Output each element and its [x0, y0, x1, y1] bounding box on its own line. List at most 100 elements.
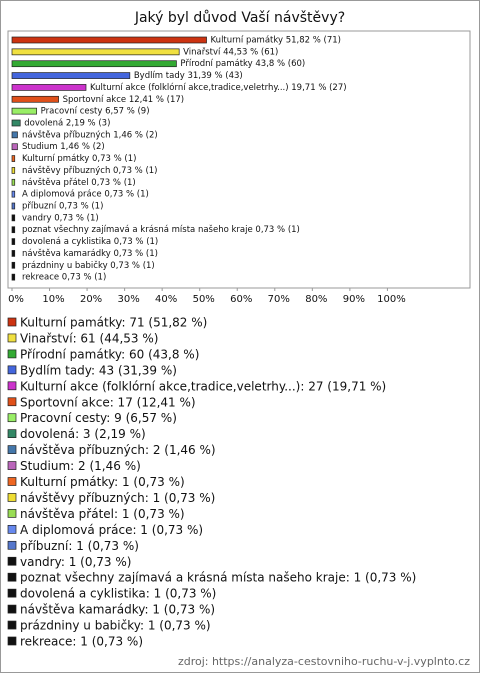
- legend-swatch: [7, 524, 17, 534]
- bar: [11, 178, 16, 186]
- legend-label: Kulturní pmátky: 1 (0,73 %): [20, 475, 185, 489]
- legend-swatch: [7, 588, 17, 598]
- legend-swatch: [7, 365, 17, 375]
- value-label: Bydlím tady 31,39 % (43): [134, 71, 243, 81]
- legend-swatch: [7, 509, 17, 518]
- x-tick-label: 60%: [230, 294, 252, 305]
- bar: [11, 95, 59, 103]
- value-label: Pracovní cesty 6,57 % (9): [41, 107, 150, 117]
- bar: [11, 273, 16, 281]
- legend-label: poznat všechny zajímavá a krásná místa n…: [20, 571, 416, 585]
- legend-swatch: [7, 397, 17, 407]
- legend-swatch: [7, 620, 17, 630]
- legend-label: Kulturní akce (folklórní akce,tradice,ve…: [20, 379, 386, 393]
- bar: [11, 36, 207, 44]
- bar: [11, 119, 21, 127]
- bar: [11, 202, 16, 210]
- bar: [11, 214, 16, 222]
- legend-swatch: [7, 461, 17, 470]
- legend-label: Přírodní památky: 60 (43,8 %): [20, 347, 199, 361]
- bar: [11, 107, 38, 115]
- bar: [11, 72, 131, 79]
- legend-swatch: [7, 636, 17, 646]
- x-tick-label: 10%: [42, 294, 64, 305]
- value-label: vandry 0,73 % (1): [22, 213, 99, 223]
- legend-swatch: [7, 333, 17, 343]
- x-tick-label: 40%: [155, 294, 177, 305]
- bar: [11, 167, 16, 174]
- legend-label: prázdniny u babičky: 1 (0,73 %): [20, 619, 211, 633]
- legend-label: Pracovní cesty: 9 (6,57 %): [20, 411, 177, 425]
- legend-swatch: [7, 493, 17, 502]
- legend-swatch: [7, 604, 17, 614]
- bar: [11, 261, 16, 269]
- legend-label: vandry: 1 (0,73 %): [20, 555, 131, 569]
- value-label: návštěva kamarádky 0,73 % (1): [22, 248, 158, 259]
- legend-label: příbuzní: 1 (0,73 %): [20, 539, 139, 553]
- bar: [11, 238, 16, 245]
- bar: [11, 131, 18, 139]
- legend-label: rekreace: 1 (0,73 %): [20, 635, 143, 649]
- value-label: dovolená 2,19 % (3): [24, 119, 110, 129]
- value-label: příbuzní 0,73 % (1): [22, 202, 103, 212]
- bar: [11, 155, 16, 162]
- legend-label: návštěva příbuzných: 2 (1,46 %): [20, 443, 216, 457]
- value-label: prázdniny u babičky 0,73 % (1): [22, 260, 155, 271]
- bar: [11, 226, 16, 234]
- value-label: Studium 1,46 % (2): [22, 142, 105, 152]
- source: zdroj: https://analyza-cestovniho-ruchu-…: [178, 655, 470, 668]
- legend-swatch: [7, 556, 17, 566]
- bar: [11, 250, 16, 257]
- legend-label: Vinařství: 61 (44,53 %): [20, 331, 158, 345]
- legend-swatch: [7, 429, 17, 438]
- legend-label: Sportovní akce: 17 (12,41 %): [20, 395, 196, 409]
- legend-label: návštěva kamarádky: 1 (0,73 %): [20, 603, 215, 617]
- value-label: Vinařství 44,53 % (61): [183, 47, 278, 57]
- x-tick-label: 80%: [305, 294, 327, 305]
- legend-label: návštěvy příbuzných: 1 (0,73 %): [20, 491, 215, 505]
- x-tick-label: 90%: [343, 294, 365, 305]
- bar: [11, 60, 177, 68]
- legend-label: návštěva přátel: 1 (0,73 %): [20, 507, 185, 521]
- legend-swatch: [7, 445, 17, 454]
- legend-swatch: [7, 317, 17, 327]
- value-label: Přírodní památky 43,8 % (60): [180, 59, 305, 69]
- plot-area: [7, 30, 471, 289]
- x-tick-label: 0%: [8, 294, 24, 305]
- legend-label: Studium: 2 (1,46 %): [20, 459, 141, 473]
- value-label: poznat všechny zajímavá a krásná místa n…: [22, 224, 300, 235]
- legend-swatch: [7, 477, 17, 486]
- value-label: rekreace 0,73 % (1): [22, 273, 106, 283]
- legend-label: A diplomová práce: 1 (0,73 %): [20, 523, 203, 537]
- x-tick-label: 50%: [193, 294, 215, 305]
- bar: [11, 143, 18, 151]
- value-label: Sportovní akce 12,41 % (17): [63, 95, 185, 105]
- legend-swatch: [7, 540, 17, 550]
- bar: [11, 84, 87, 91]
- value-label: návštěva příbuzných 1,46 % (2): [22, 129, 158, 140]
- x-tick-label: 70%: [268, 294, 290, 305]
- value-label: dovolená a cyklistika 0,73 % (1): [22, 237, 158, 247]
- value-label: Kulturní pmátky 0,73 % (1): [22, 154, 136, 164]
- legend-label: dovolená a cyklistika: 1 (0,73 %): [20, 587, 216, 601]
- x-tick-label: 100%: [377, 294, 406, 305]
- chart-title: Jaký byl důvod Vaší návštěvy?: [134, 10, 345, 26]
- legend-swatch: [7, 413, 17, 423]
- value-label: Kulturní památky 51,82 % (71): [211, 36, 341, 46]
- value-label: Kulturní akce (folklórní akce,tradice,ve…: [90, 82, 347, 93]
- legend-swatch: [7, 381, 17, 391]
- value-label: A diplomová práce 0,73 % (1): [22, 190, 149, 200]
- bar: [11, 48, 180, 56]
- legend-swatch: [7, 349, 17, 359]
- bar: [11, 190, 16, 198]
- value-label: návštěvy příbuzných 0,73 % (1): [22, 165, 158, 176]
- x-tick-label: 20%: [80, 294, 102, 305]
- legend-label: dovolená: 3 (2,19 %): [20, 427, 146, 441]
- value-label: návštěva přátel 0,73 % (1): [22, 177, 136, 188]
- x-tick-label: 30%: [118, 294, 140, 305]
- legend-label: Kulturní památky: 71 (51,82 %): [20, 316, 207, 330]
- legend-swatch: [7, 572, 17, 582]
- legend-label: Bydlím tady: 43 (31,39 %): [20, 363, 177, 377]
